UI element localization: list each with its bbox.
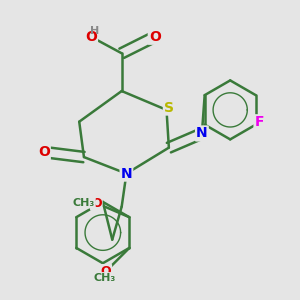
Text: CH₃: CH₃ — [73, 198, 95, 208]
Text: H: H — [90, 26, 99, 36]
Text: O: O — [100, 265, 111, 278]
Text: CH₃: CH₃ — [94, 273, 116, 283]
Text: N: N — [121, 167, 132, 181]
Text: O: O — [38, 146, 50, 159]
Text: F: F — [254, 115, 264, 129]
Text: O: O — [91, 196, 102, 210]
Text: N: N — [196, 127, 208, 140]
Text: S: S — [164, 100, 174, 115]
Text: O: O — [85, 30, 97, 44]
Text: O: O — [149, 30, 161, 44]
